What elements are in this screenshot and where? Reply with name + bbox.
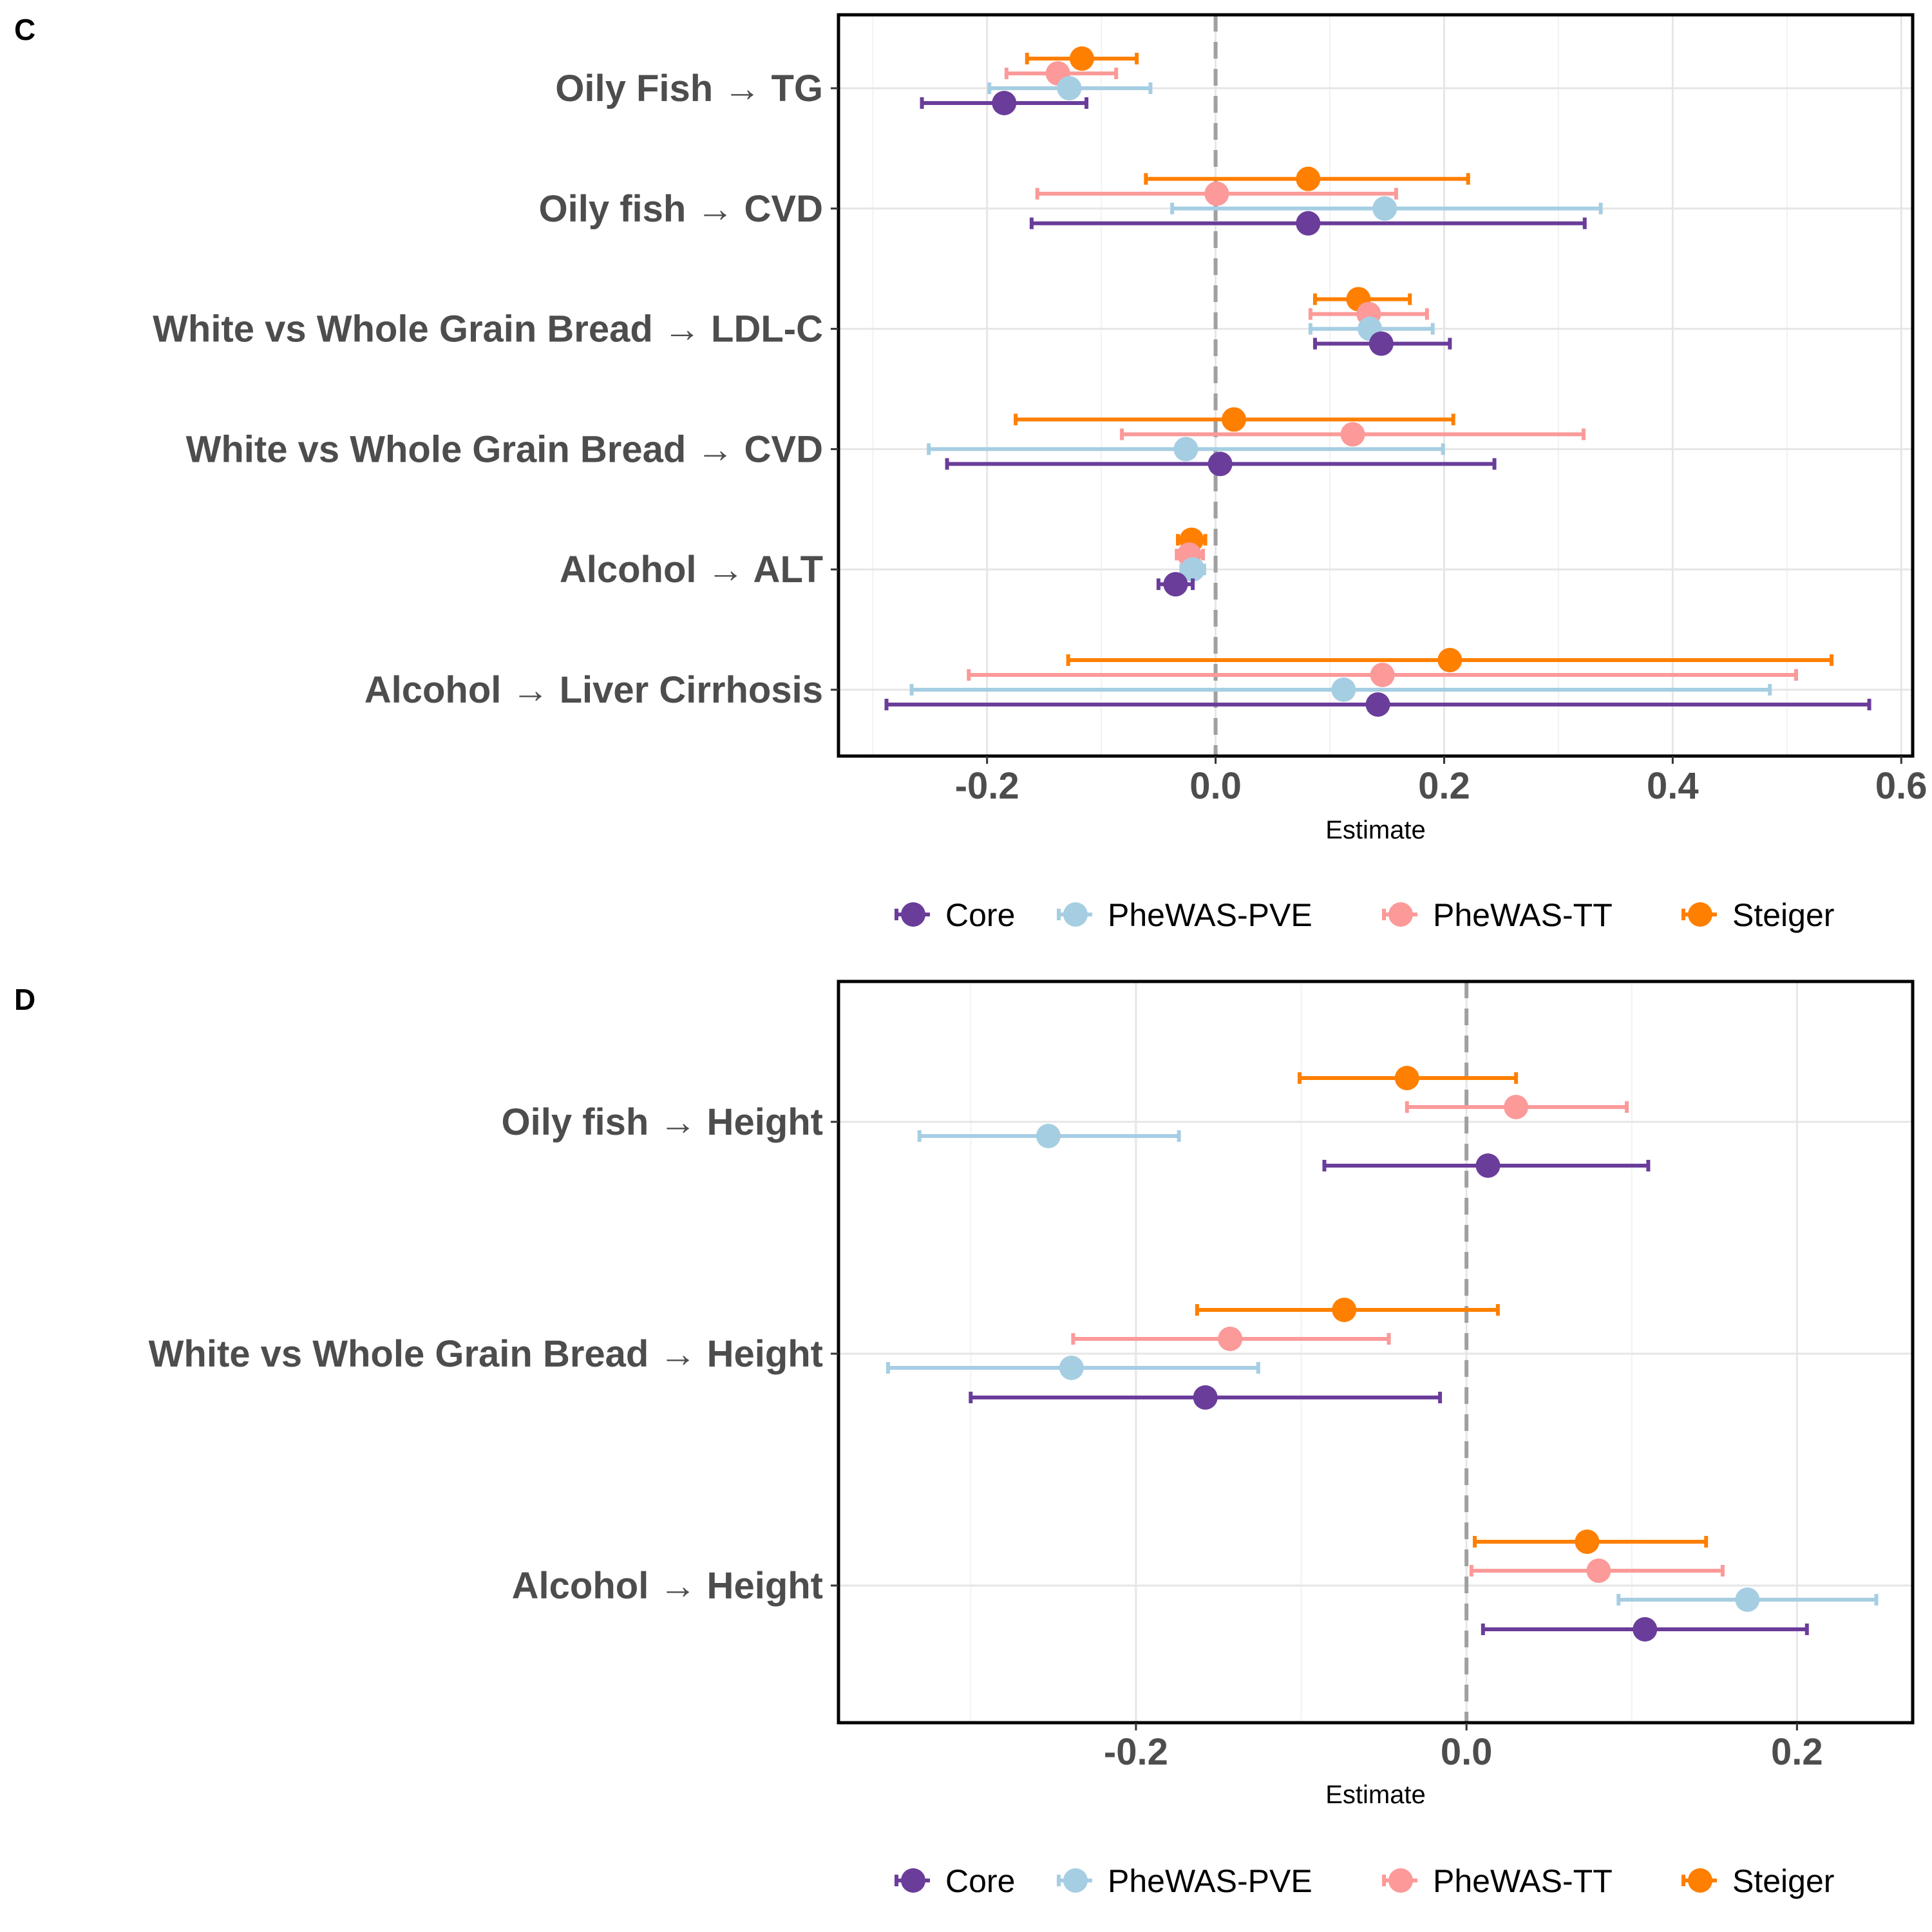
point-estimate: [992, 91, 1017, 115]
point-estimate: [1332, 1298, 1357, 1322]
legend-key-point: [1688, 902, 1712, 927]
legend-label: PheWAS-PVE: [1108, 897, 1312, 933]
point-estimate: [1586, 1558, 1611, 1583]
point-estimate: [1394, 1066, 1419, 1090]
panel-tag-c: C: [14, 13, 35, 46]
point-estimate: [1340, 422, 1365, 447]
legend-key-point: [1388, 902, 1413, 927]
x-axis-label: Estimate: [1325, 816, 1426, 844]
point-estimate: [1575, 1530, 1600, 1554]
y-tick-label: Oily Fish → TG: [555, 68, 823, 109]
point-estimate: [1208, 451, 1233, 477]
legend-label: PheWAS-TT: [1433, 1863, 1613, 1899]
legend-label: Steiger: [1732, 1863, 1834, 1899]
y-tick-label: Oily fish → CVD: [538, 188, 823, 230]
x-tick-label: -0.2: [1104, 1731, 1168, 1773]
point-estimate: [1057, 76, 1082, 100]
series-phewas-tt: [1071, 1095, 1725, 1583]
x-tick-label: 0.6: [1875, 765, 1927, 807]
y-tick-label: Oily fish → Height: [502, 1101, 824, 1143]
legend: Core PheWAS-PVE PheWAS-TT Steiger: [895, 1863, 1834, 1899]
legend-label: Steiger: [1732, 897, 1834, 933]
x-axis-label: Estimate: [1325, 1781, 1426, 1809]
point-estimate: [1633, 1617, 1658, 1642]
legend-label: PheWAS-PVE: [1108, 1863, 1312, 1899]
legend-label: PheWAS-TT: [1433, 897, 1613, 933]
point-estimate: [1372, 196, 1397, 221]
legend-key-point: [1688, 1868, 1712, 1893]
series-phewas-pve: [909, 76, 1772, 702]
legend-label: Core: [945, 1863, 1015, 1899]
legend-label: Core: [945, 897, 1015, 933]
x-tick-label: 0.2: [1418, 765, 1470, 807]
y-tick-label: White vs Whole Grain Bread → LDL-C: [153, 308, 823, 350]
y-tick-label: Alcohol → Height: [512, 1565, 823, 1607]
legend-key-point: [901, 1868, 925, 1893]
point-estimate: [1180, 557, 1206, 582]
legend-key-point: [1063, 902, 1088, 927]
point-estimate: [1173, 437, 1198, 462]
series-phewas-tt: [967, 61, 1799, 687]
series-steiger: [1195, 1066, 1709, 1554]
x-tick-label: 0.0: [1441, 1731, 1493, 1773]
point-estimate: [1163, 572, 1188, 597]
minor-gridlines: [872, 15, 1788, 756]
point-estimate: [1331, 677, 1356, 702]
point-estimate: [1504, 1095, 1529, 1119]
point-estimate: [1218, 1327, 1243, 1351]
series-core: [969, 1153, 1809, 1642]
series-phewas-pve: [886, 1124, 1879, 1612]
point-estimate: [1036, 1124, 1061, 1148]
point-estimate: [1365, 692, 1390, 717]
point-estimate: [1368, 331, 1394, 356]
panel-d-chart: Oily fish → Height White vs Whole Grain B…: [149, 980, 1915, 1899]
y-tick-label: Alcohol → Liver Cirrhosis: [365, 669, 823, 711]
point-estimate: [1437, 648, 1463, 672]
panel-tag-d: D: [14, 983, 35, 1016]
legend-key-point: [1063, 1868, 1088, 1893]
x-tick-label: 0.2: [1771, 1731, 1823, 1773]
point-estimate: [1204, 181, 1229, 206]
point-estimate: [1370, 663, 1395, 687]
x-tick-label: 0.0: [1189, 765, 1242, 807]
y-tick-label: White vs Whole Grain Bread → Height: [149, 1333, 823, 1375]
legend-key-point: [1388, 1868, 1413, 1893]
y-tick-label: Alcohol → ALT: [560, 549, 823, 591]
panel-border: [837, 980, 1915, 1725]
point-estimate: [1193, 1385, 1218, 1410]
legend-key-point: [901, 902, 925, 927]
point-estimate: [1221, 407, 1246, 432]
y-tick-label: White vs Whole Grain Bread → CVD: [186, 428, 823, 470]
panel-border: [837, 13, 1915, 758]
x-tick-label: -0.2: [955, 765, 1019, 807]
panel-c-chart: Oily Fish → TG Oily fish → CVD White vs Wh…: [153, 13, 1927, 933]
x-tick-label: 0.4: [1647, 765, 1699, 807]
point-estimate: [1069, 46, 1094, 71]
point-estimate: [1296, 166, 1321, 191]
point-estimate: [1735, 1587, 1760, 1612]
point-estimate: [1296, 211, 1321, 236]
point-estimate: [1059, 1356, 1084, 1380]
series-core: [884, 91, 1871, 717]
point-estimate: [1475, 1153, 1501, 1178]
legend: Core PheWAS-PVE PheWAS-TT Steiger: [895, 897, 1834, 933]
